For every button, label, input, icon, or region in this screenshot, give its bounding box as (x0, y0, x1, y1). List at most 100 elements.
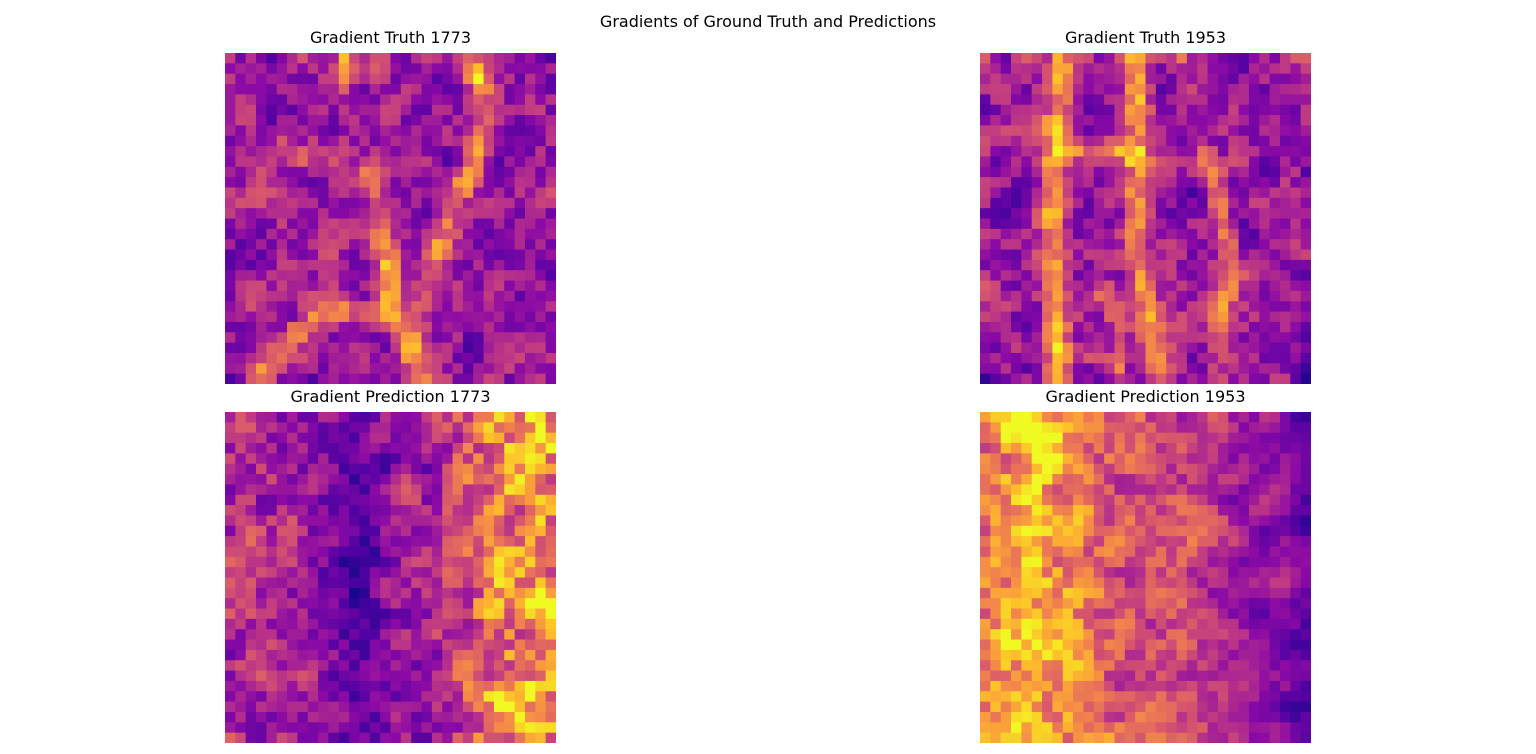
heatmap-cell (338, 629, 350, 640)
heatmap-cell (1300, 208, 1311, 219)
heatmap-cell (524, 218, 536, 230)
heatmap-cell (990, 443, 1002, 454)
heatmap-cell (1062, 73, 1074, 85)
heatmap-cell (1238, 443, 1250, 454)
heatmap-cell (1176, 228, 1188, 240)
heatmap-cell (1021, 342, 1033, 354)
heatmap-cell (1042, 546, 1053, 558)
heatmap-cell (1248, 187, 1260, 199)
heatmap-cell (359, 505, 371, 516)
heatmap-cell (328, 701, 340, 713)
heatmap-cell (307, 474, 319, 485)
heatmap-cell (287, 453, 298, 465)
heatmap-cell (1248, 332, 1260, 344)
heatmap-cell (462, 494, 474, 506)
heatmap-cell (1269, 208, 1281, 219)
heatmap-cell (1228, 373, 1239, 384)
heatmap-cell (493, 373, 505, 384)
heatmap-cell (235, 494, 247, 506)
heatmap-cell (411, 608, 422, 620)
heatmap-cell (400, 422, 412, 434)
heatmap-cell (1104, 608, 1115, 620)
heatmap-cell (431, 722, 443, 734)
heatmap-cell (276, 525, 288, 537)
heatmap-cell (400, 259, 412, 271)
heatmap-cell (1145, 363, 1157, 375)
heatmap-cell (1228, 608, 1239, 620)
heatmap-cell (1279, 608, 1291, 620)
heatmap-cell (483, 484, 495, 496)
heatmap-panel-prediction-1773: Gradient Prediction 1773 (225, 387, 556, 743)
heatmap-cell (535, 443, 547, 454)
heatmap-cell (359, 352, 371, 364)
heatmap-cell (297, 280, 309, 292)
heatmap-cell (369, 156, 381, 168)
heatmap-cell (1073, 270, 1084, 281)
heatmap-cell (431, 422, 443, 434)
heatmap-cell (514, 463, 526, 475)
heatmap-cell (1279, 546, 1291, 558)
heatmap-cell (421, 660, 433, 671)
heatmap-cell (462, 515, 474, 527)
heatmap-cell (1228, 670, 1239, 682)
heatmap-cell (1104, 443, 1115, 454)
heatmap-cell (421, 494, 433, 506)
heatmap-cell (380, 94, 391, 106)
heatmap-cell (411, 639, 422, 651)
heatmap-cell (1186, 722, 1198, 734)
heatmap-cell (1155, 463, 1167, 475)
heatmap-cell (338, 249, 350, 261)
heatmap-cell (1073, 587, 1084, 599)
heatmap-cell (1279, 373, 1291, 384)
heatmap-cell (1238, 494, 1250, 506)
heatmap-cell (1259, 639, 1271, 651)
heatmap-cell (1000, 166, 1012, 178)
heatmap-cell (462, 259, 474, 271)
heatmap-cell (369, 525, 381, 537)
heatmap-cell (256, 135, 267, 147)
heatmap-cell (1062, 711, 1074, 723)
heatmap-cell (990, 321, 1002, 333)
heatmap-cell (338, 270, 350, 281)
heatmap-cell (1073, 104, 1084, 116)
heatmap-cell (452, 639, 464, 651)
heatmap-cell (1000, 290, 1012, 302)
heatmap-cell (1217, 218, 1229, 230)
heatmap-cell (359, 156, 371, 168)
heatmap-cell (1248, 125, 1260, 137)
heatmap-cell (1186, 104, 1198, 116)
heatmap-cell (287, 218, 298, 230)
heatmap-cell (483, 463, 495, 475)
heatmap-cell (1290, 94, 1302, 106)
heatmap-cell (1145, 474, 1157, 485)
heatmap-cell (545, 208, 556, 219)
heatmap-cell (431, 135, 443, 147)
heatmap-cell (431, 629, 443, 640)
heatmap-cell (349, 722, 360, 734)
heatmap-cell (1279, 352, 1291, 364)
heatmap-cell (1269, 412, 1281, 423)
heatmap-cell (1135, 660, 1146, 671)
heatmap-cell (1279, 270, 1291, 281)
heatmap-cell (1042, 701, 1053, 713)
heatmap-cell (473, 94, 484, 106)
heatmap-cell (431, 53, 443, 64)
heatmap-cell (287, 53, 298, 64)
heatmap-cell (276, 301, 288, 312)
heatmap-cell (307, 73, 319, 85)
heatmap-cell (1279, 259, 1291, 271)
heatmap-cell (245, 577, 257, 589)
heatmap-cell (1166, 639, 1177, 651)
heatmap-cell (1031, 218, 1043, 230)
heatmap-cell (1176, 94, 1188, 106)
heatmap-cell (411, 453, 422, 465)
heatmap-cell (1021, 332, 1033, 344)
heatmap-cell (380, 53, 391, 64)
heatmap-cell (1279, 670, 1291, 682)
heatmap-cell (380, 412, 391, 423)
heatmap-cell (390, 732, 402, 743)
heatmap-cell (1238, 94, 1250, 106)
heatmap-cell (235, 332, 247, 344)
heatmap-cell (1197, 536, 1208, 547)
heatmap-cell (266, 587, 278, 599)
